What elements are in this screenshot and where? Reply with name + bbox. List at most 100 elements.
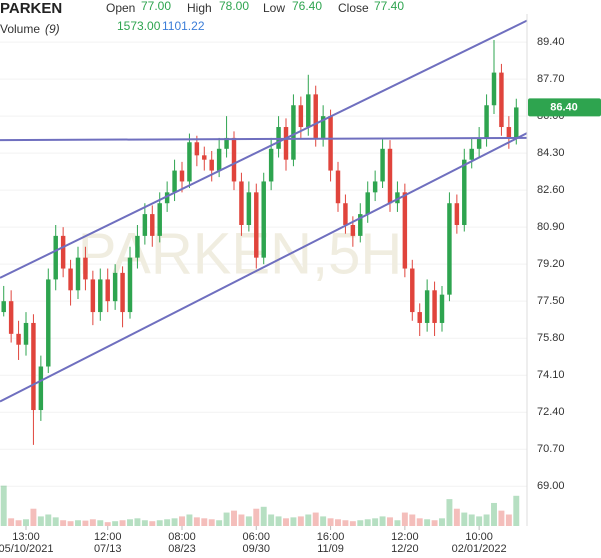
volume-bar — [223, 512, 230, 526]
candle-body — [268, 148, 274, 182]
volume-bar — [260, 506, 267, 526]
y-tick-label: 74.10 — [537, 369, 565, 381]
y-tick-label: 75.80 — [537, 332, 565, 344]
candle-body — [358, 214, 363, 236]
close-value: 77.40 — [374, 0, 404, 13]
symbol: PARKEN — [0, 0, 62, 17]
x-tick-date: 07/13 — [94, 543, 122, 555]
x-tick-date: 08/23 — [168, 543, 196, 555]
candle-body — [476, 137, 482, 149]
volume-bar — [112, 521, 119, 526]
volume-bar — [104, 522, 111, 526]
x-tick-label: 06:00 — [243, 531, 271, 543]
candle-body — [209, 159, 214, 171]
candle-body — [254, 192, 259, 258]
volume-bar — [297, 516, 304, 526]
volume-bar — [119, 520, 126, 526]
trend-line — [0, 19, 527, 279]
volume-bar — [141, 520, 148, 526]
volume-bar — [37, 516, 44, 526]
candle-body — [447, 203, 452, 295]
candle-body — [202, 155, 207, 160]
volume-bar — [416, 518, 423, 526]
volume-bar — [8, 518, 15, 526]
candle-body — [462, 159, 467, 225]
candle-body — [506, 127, 512, 138]
close-label: Close — [338, 1, 369, 15]
volume-bar — [179, 516, 185, 526]
y-tick-label: 77.50 — [537, 295, 565, 307]
volume-bar — [149, 521, 156, 526]
volume-bar — [335, 519, 341, 526]
volume-bar — [0, 485, 7, 526]
volume-bar — [283, 518, 289, 526]
candle-body — [46, 279, 51, 367]
volume-bar — [60, 520, 67, 526]
volume-bar — [387, 517, 393, 526]
candle-body — [142, 214, 148, 236]
x-tick-label: 13:00 — [12, 531, 40, 543]
volume-bar — [164, 519, 171, 526]
candle-body — [105, 279, 110, 302]
y-tick-label: 89.40 — [537, 36, 565, 48]
volume-bar — [461, 512, 468, 526]
candle-body — [75, 257, 81, 291]
open-value: 77.00 — [141, 0, 171, 13]
volume-bar — [364, 519, 371, 526]
volume-bar — [476, 516, 483, 526]
volume-bar — [431, 520, 438, 526]
x-tick-date: 09/30 — [243, 543, 271, 555]
candle-body — [239, 181, 244, 225]
volume-bar — [208, 519, 215, 526]
volume-period: (9) — [45, 22, 60, 36]
candle-body — [306, 94, 311, 128]
volume-bar — [453, 508, 460, 526]
candle-body — [380, 148, 385, 182]
volume-bar — [15, 520, 22, 526]
low-value: 76.40 — [292, 0, 322, 13]
candle-body — [187, 142, 192, 182]
candle-body — [98, 279, 103, 313]
volume-bar — [127, 519, 133, 526]
x-tick-label: 08:00 — [168, 531, 196, 543]
x-tick-date: 05/10/2021 — [0, 543, 54, 555]
candle-body — [1, 301, 6, 313]
volume-bar — [424, 519, 431, 526]
candle-body — [83, 257, 88, 280]
volume-bar — [342, 520, 349, 526]
candle-body — [157, 203, 162, 236]
volume-bar — [268, 514, 275, 526]
candle-body — [454, 203, 460, 225]
volume-bar — [89, 519, 96, 526]
y-tick-label: 70.70 — [537, 443, 565, 455]
candle-body — [484, 105, 489, 138]
y-tick-label: 72.40 — [537, 406, 565, 418]
volume-bar — [498, 510, 505, 526]
volume-bar — [491, 502, 497, 526]
volume-bar — [231, 510, 237, 526]
volume-label: Volume — [0, 22, 40, 36]
low-label: Low — [263, 1, 285, 15]
last-price-label: 86.40 — [550, 101, 578, 113]
volume-bar — [505, 514, 512, 526]
x-tick-date: 11/09 — [317, 543, 344, 555]
x-tick-label: 12:00 — [391, 531, 419, 543]
volume-bar — [193, 517, 200, 526]
last-price-box — [528, 98, 601, 117]
candle-body — [335, 170, 341, 204]
volume-bar — [75, 520, 81, 526]
candle-body — [216, 148, 222, 171]
volume-bar — [97, 520, 104, 526]
candle-body — [172, 170, 177, 193]
candle-body — [246, 192, 252, 225]
high-value: 78.00 — [219, 0, 249, 13]
volume-bar — [483, 514, 490, 526]
candle-body — [8, 301, 14, 334]
volume-bar — [245, 516, 252, 526]
candle-body — [417, 312, 422, 323]
volume-bar — [290, 517, 297, 526]
candle-body — [23, 322, 29, 345]
volume-bar — [67, 521, 74, 526]
candle-body — [31, 322, 36, 411]
